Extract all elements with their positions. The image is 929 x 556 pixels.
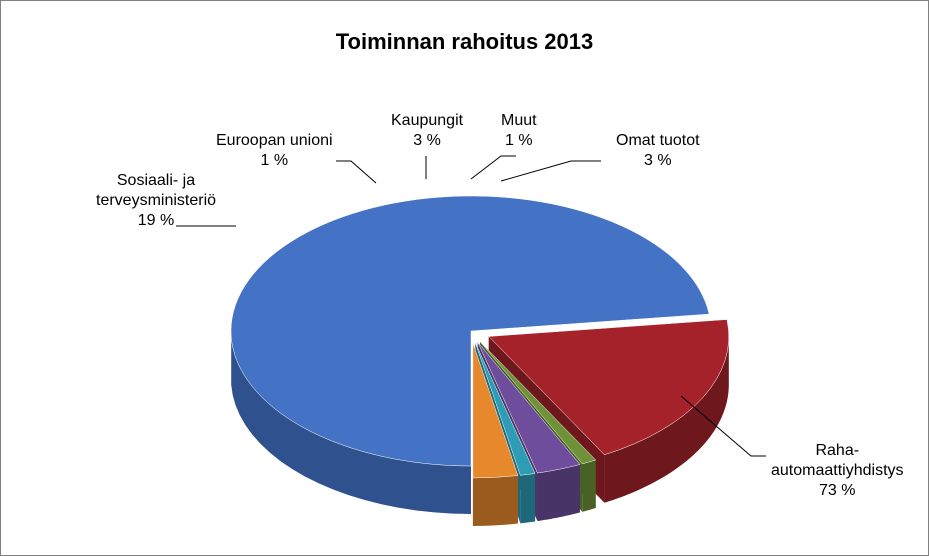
slice-label-stm: Sosiaali- ja terveysministeriö 19 % xyxy=(96,171,216,231)
chart-frame: { "chart": { "type": "pie", "title": "To… xyxy=(0,0,929,556)
slice-label-kaupungit: Kaupungit 3 % xyxy=(391,111,463,151)
slice-label-muut: Muut 1 % xyxy=(501,111,537,151)
slice-label-omat: Omat tuotot 3 % xyxy=(616,131,700,171)
slice-label-eu: Euroopan unioni 1 % xyxy=(216,131,333,171)
slice-label-raha: Raha- automaattiyhdistys 73 % xyxy=(771,441,904,501)
